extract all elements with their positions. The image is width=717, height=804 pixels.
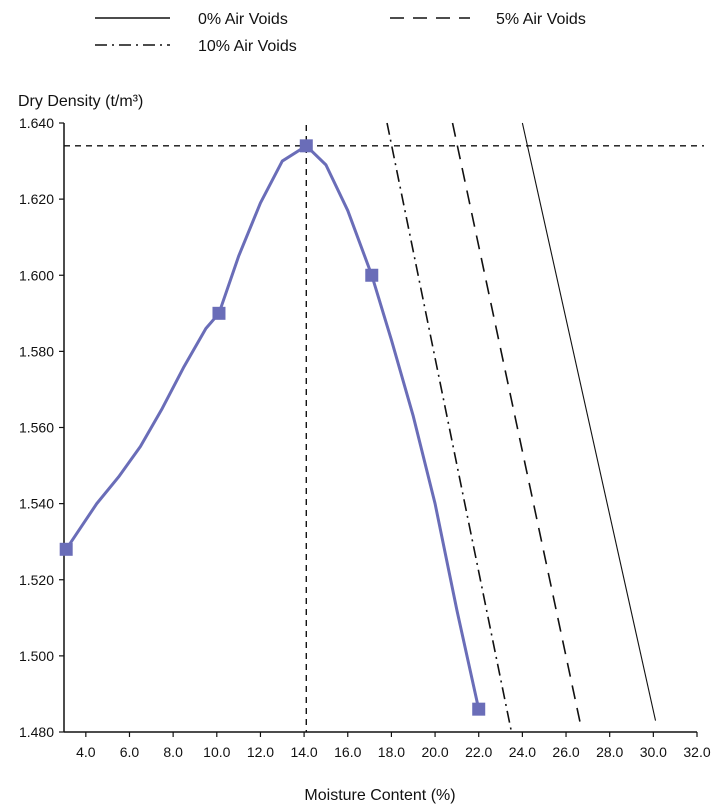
air-void-lines: [386, 122, 657, 733]
chart-axes: 1.480 1.500 1.520 1.540 1.560 1.580 1.600 1.620…: [19, 115, 711, 760]
x-tick-label: 16.0: [334, 744, 361, 760]
x-tick-label: 10.0: [203, 744, 230, 760]
y-tick-label: 1.560: [19, 420, 54, 436]
air-void-line: [521, 122, 657, 721]
data-point-marker: [365, 268, 379, 282]
x-tick-label: 22.0: [465, 744, 492, 760]
y-tick-label: 1.540: [19, 496, 54, 512]
y-tick-label: 1.500: [19, 648, 54, 664]
data-point-marker: [212, 306, 226, 320]
legend-label: 10% Air Voids: [198, 38, 297, 55]
y-tick-label: 1.620: [19, 191, 54, 207]
air-void-line: [386, 122, 513, 733]
compaction-curve: [64, 144, 481, 711]
x-tick-label: 28.0: [596, 744, 623, 760]
x-tick-label: 12.0: [247, 744, 274, 760]
legend-label: 5% Air Voids: [496, 11, 586, 28]
y-tick-label: 1.640: [19, 115, 54, 131]
x-tick-label: 26.0: [552, 744, 579, 760]
x-tick-label: 20.0: [421, 744, 448, 760]
x-axis-label: Moisture Content (%): [304, 787, 455, 804]
x-tick-label: 14.0: [290, 744, 317, 760]
y-tick-label: 1.480: [19, 724, 54, 740]
x-tick-label: 24.0: [509, 744, 536, 760]
y-axis-label: Dry Density (t/m³): [18, 93, 143, 110]
x-tick-label: 32.0: [683, 744, 710, 760]
x-tick-label: 4.0: [76, 744, 96, 760]
x-tick-label: 18.0: [378, 744, 405, 760]
x-tick-label: 30.0: [640, 744, 667, 760]
x-tick-label: 8.0: [163, 744, 183, 760]
reference-lines: [64, 125, 704, 732]
data-point-marker: [59, 542, 73, 556]
data-point-marker: [472, 702, 486, 716]
y-tick-label: 1.520: [19, 572, 54, 588]
y-tick-label: 1.600: [19, 267, 54, 283]
compaction-curve-group: [59, 139, 486, 716]
data-point-marker: [299, 139, 313, 153]
y-tick-label: 1.580: [19, 343, 54, 359]
chart-legend: 0% Air Voids 5% Air Voids 10% Air Voids: [95, 11, 586, 55]
x-tick-label: 6.0: [120, 744, 140, 760]
legend-label: 0% Air Voids: [198, 11, 288, 28]
air-void-line: [451, 122, 583, 729]
